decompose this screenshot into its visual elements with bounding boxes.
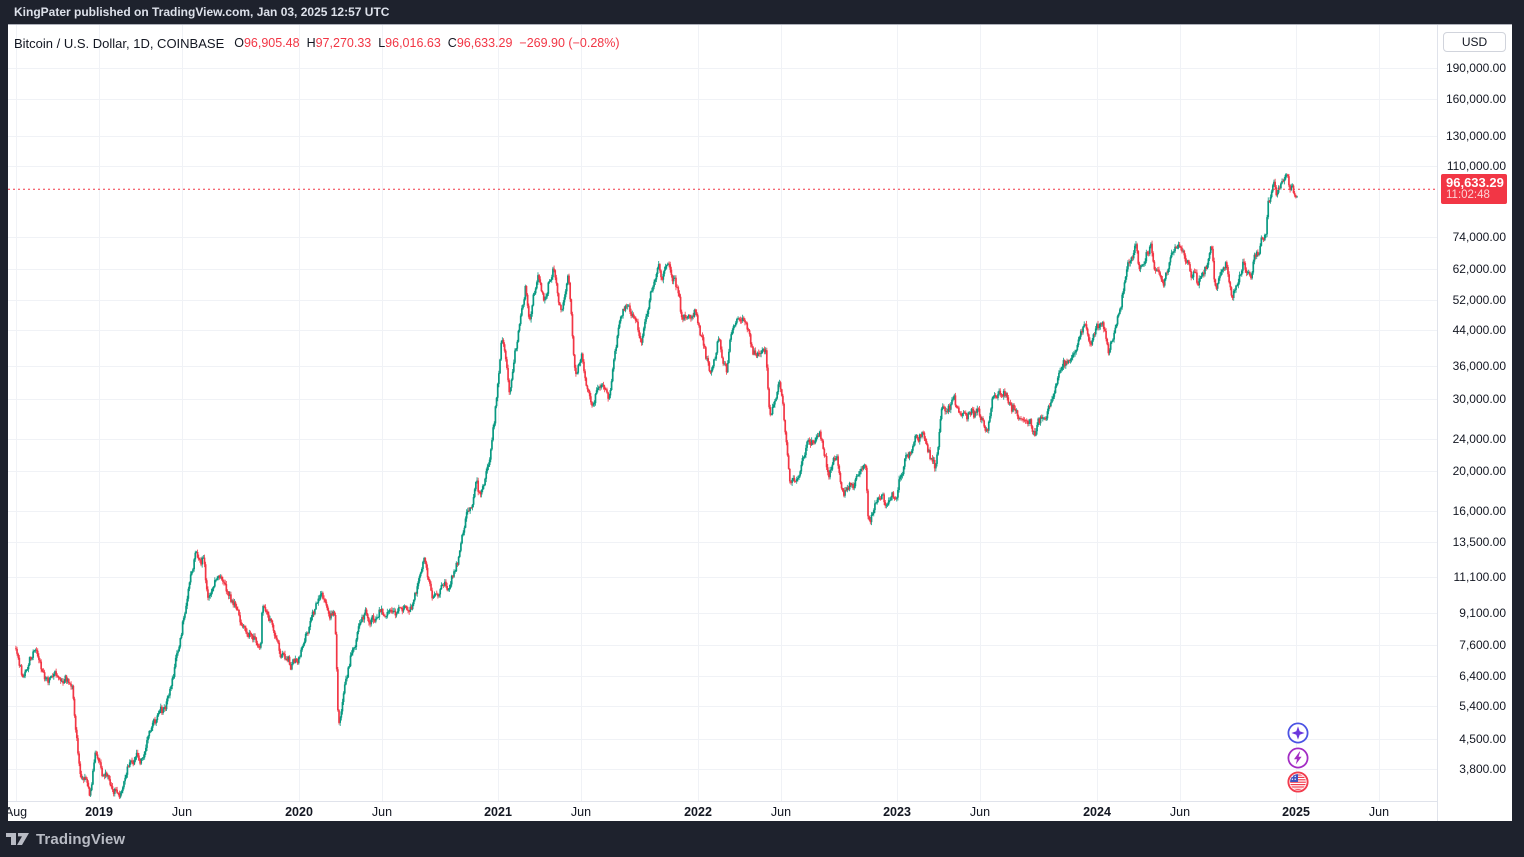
- ohlc-low: L96,016.63: [378, 36, 441, 50]
- price-axis-label: 110,000.00: [1446, 159, 1506, 173]
- time-axis-label: Aug: [8, 805, 28, 819]
- price-axis-label: 62,000.00: [1452, 262, 1506, 276]
- price-axis-label: 160,000.00: [1445, 92, 1506, 106]
- lightning-event-icon[interactable]: [1287, 747, 1309, 769]
- time-axis-label: Jun: [969, 805, 991, 819]
- price-axis-label: 130,000.00: [1445, 129, 1506, 143]
- time-axis-label: Jun: [1368, 805, 1390, 819]
- price-axis-label: 6,400.00: [1459, 669, 1506, 683]
- ohlc-close: C96,633.29: [447, 36, 513, 50]
- time-axis-label: Jun: [371, 805, 393, 819]
- price-axis-label: 74,000.00: [1452, 230, 1506, 244]
- price-axis-label: 11,100.00: [1453, 570, 1507, 584]
- ohlc-open: O96,905.48: [234, 36, 300, 50]
- price-axis-label: 30,000.00: [1452, 392, 1506, 406]
- price-axis-label: 20,000.00: [1452, 464, 1506, 478]
- time-axis-label: 2020: [285, 805, 313, 819]
- symbol-legend[interactable]: Bitcoin / U.S. Dollar, 1D, COINBASE O96,…: [14, 34, 620, 52]
- time-axis-label: Jun: [1169, 805, 1191, 819]
- price-axis-label: 52,000.00: [1452, 293, 1506, 307]
- time-axis-label: 2025: [1282, 805, 1310, 819]
- ohlc-high: H97,270.33: [306, 36, 372, 50]
- symbol-title: Bitcoin / U.S. Dollar, 1D, COINBASE: [14, 35, 225, 51]
- price-axis-label: 16,000.00: [1452, 504, 1506, 518]
- currency-button[interactable]: USD: [1443, 32, 1506, 52]
- price-axis-label: 190,000.00: [1445, 61, 1506, 75]
- price-axis-label: 36,000.00: [1452, 359, 1506, 373]
- tradingview-logo-text[interactable]: TradingView: [36, 830, 126, 848]
- candle-bodies-down: [15, 174, 1297, 798]
- price-axis-label: 44,000.00: [1452, 323, 1506, 337]
- time-axis[interactable]: Aug 2019 Jun 2020 Jun 2021 Jun 2022 Jun 2023 Jun 20…: [8, 801, 1437, 821]
- sparkle-event-icon[interactable]: [1287, 722, 1309, 744]
- last-price-value: 96,633.29: [1446, 175, 1504, 190]
- vertical-gridlines: [16, 25, 1380, 801]
- time-axis-label: Jun: [570, 805, 592, 819]
- price-axis-label: 4,500.00: [1459, 732, 1506, 746]
- horizontal-gridlines: [8, 68, 1437, 770]
- chart-panel: Bitcoin / U.S. Dollar, 1D, COINBASE O96,…: [8, 24, 1512, 821]
- attribution-bar: KingPater published on TradingView.com, …: [0, 0, 1524, 24]
- bottom-bar: TradingView: [0, 821, 1524, 857]
- price-axis-label: 3,800.00: [1459, 762, 1506, 776]
- price-axis-label: 13,500.00: [1452, 535, 1506, 549]
- us-flag-event-icon[interactable]: [1287, 771, 1309, 793]
- attribution-text: KingPater published on TradingView.com, …: [14, 5, 390, 19]
- price-axis-label: 24,000.00: [1452, 432, 1506, 446]
- bar-countdown: 11:02:48: [1446, 189, 1490, 201]
- price-axis-label: 5,400.00: [1459, 699, 1506, 713]
- candlestick-chart[interactable]: [8, 25, 1437, 801]
- time-axis-label: 2019: [85, 805, 113, 819]
- candle-wicks-down: [15, 173, 1297, 799]
- price-axis[interactable]: USD 96,633.29 11:02:48 190,000.00 160,000…: [1437, 25, 1512, 821]
- time-axis-label: Jun: [171, 805, 193, 819]
- time-axis-label: 2023: [883, 805, 911, 819]
- time-axis-label: 2024: [1083, 805, 1111, 819]
- price-axis-label: 9,100.00: [1459, 606, 1506, 620]
- ohlc-change: −269.90 (−0.28%): [519, 36, 620, 50]
- time-axis-label: 2021: [484, 805, 512, 819]
- price-axis-label: 7,600.00: [1459, 638, 1506, 652]
- time-axis-label: 2022: [684, 805, 712, 819]
- candle-bodies-up: [19, 174, 1298, 798]
- tradingview-logo-icon[interactable]: [5, 831, 31, 847]
- last-price-label: 96,633.29 11:02:48: [1441, 174, 1507, 204]
- time-axis-label: Jun: [770, 805, 792, 819]
